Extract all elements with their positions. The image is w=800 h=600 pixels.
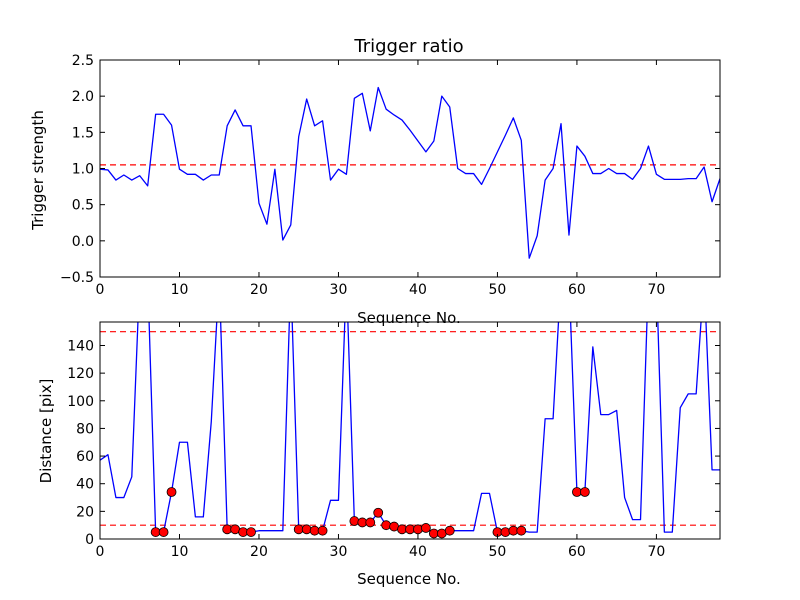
bottom-y-tick-label: 100 — [67, 394, 94, 410]
top-y-tick-label: −0.5 — [60, 270, 94, 286]
bottom-x-tick-label: 20 — [250, 544, 268, 560]
top-y-axis-label: Trigger strength — [29, 110, 47, 231]
top-x-tick-label: 0 — [96, 282, 105, 298]
bottom-x-tick-label: 50 — [489, 544, 507, 560]
top-y-tick-label: 2.5 — [72, 53, 94, 69]
bottom-marker-point — [381, 520, 392, 531]
distance-chart: Sequence No. Distance [pix] 0 10 20 30 40 50 6… — [37, 321, 721, 588]
bottom-marker-point — [516, 525, 527, 536]
bottom-x-axis-label: Sequence No. — [357, 570, 461, 588]
bottom-marker-point — [301, 524, 312, 535]
top-x-tick-label: 40 — [409, 282, 427, 298]
bottom-y-tick-label: 60 — [76, 449, 94, 465]
top-y-tick-label: 2.0 — [72, 89, 94, 105]
bottom-marker-point — [413, 524, 423, 535]
top-series-line-0 — [100, 86, 720, 259]
bottom-marker-point — [444, 525, 455, 536]
bottom-y-tick-label: 140 — [67, 338, 94, 354]
bottom-y-tick-label: 0 — [85, 532, 94, 548]
bottom-y-axis-label: Distance [pix] — [37, 379, 55, 484]
top-x-tick-label: 30 — [330, 282, 348, 298]
bottom-x-tick-label: 10 — [171, 544, 189, 560]
top-y-tick-label: 1.5 — [72, 125, 94, 141]
bottom-marker-point — [420, 523, 431, 533]
top-y-tick-label: 1.0 — [72, 162, 94, 178]
top-x-tick-label: 70 — [647, 282, 665, 298]
bottom-marker-point — [246, 527, 256, 537]
bottom-x-tick-label: 70 — [647, 544, 665, 560]
bottom-x-tick-label: 40 — [409, 544, 427, 560]
bottom-y-tick-label: 40 — [76, 477, 94, 493]
bottom-axes-frame — [99, 321, 721, 540]
bottom-x-tick-label: 0 — [96, 544, 105, 560]
top-x-tick-label: 10 — [171, 282, 189, 298]
top-x-tick-label: 60 — [568, 282, 586, 298]
bottom-marker-point — [579, 487, 590, 497]
bottom-marker-point — [166, 487, 177, 497]
top-y-tick-label: 0.5 — [72, 198, 94, 214]
bottom-y-tick-label: 80 — [76, 421, 94, 437]
bottom-x-tick-label: 30 — [330, 544, 348, 560]
bottom-marker-point — [373, 507, 384, 518]
bottom-marker-point — [500, 527, 511, 537]
top-plot-area: 0 10 20 30 40 50 60 70 −0.5 0.0 0.5 1.0 1.5 2.0 2.5 — [60, 53, 721, 298]
top-x-tick-label: 20 — [250, 282, 268, 298]
bottom-marker-point — [158, 527, 169, 537]
bottom-y-tick-label: 120 — [67, 366, 94, 382]
top-y-tick-label: 0.0 — [72, 234, 94, 250]
top-x-tick-label: 50 — [489, 282, 507, 298]
top-x-axis-label: Sequence No. — [357, 309, 461, 327]
bottom-y-tick-label: 20 — [76, 504, 94, 520]
bottom-marker-point — [317, 525, 328, 536]
bottom-marker-point — [365, 517, 376, 528]
bottom-plot-area: 0 10 20 30 40 50 60 70 0 20 40 60 80 100 120 140 — [67, 321, 721, 560]
chart-title: Trigger ratio — [353, 36, 463, 57]
bottom-x-tick-label: 60 — [568, 544, 586, 560]
trigger-ratio-chart: Trigger ratio Sequence No. Trigger stren… — [29, 36, 721, 327]
bottom-marker-point — [349, 516, 360, 526]
